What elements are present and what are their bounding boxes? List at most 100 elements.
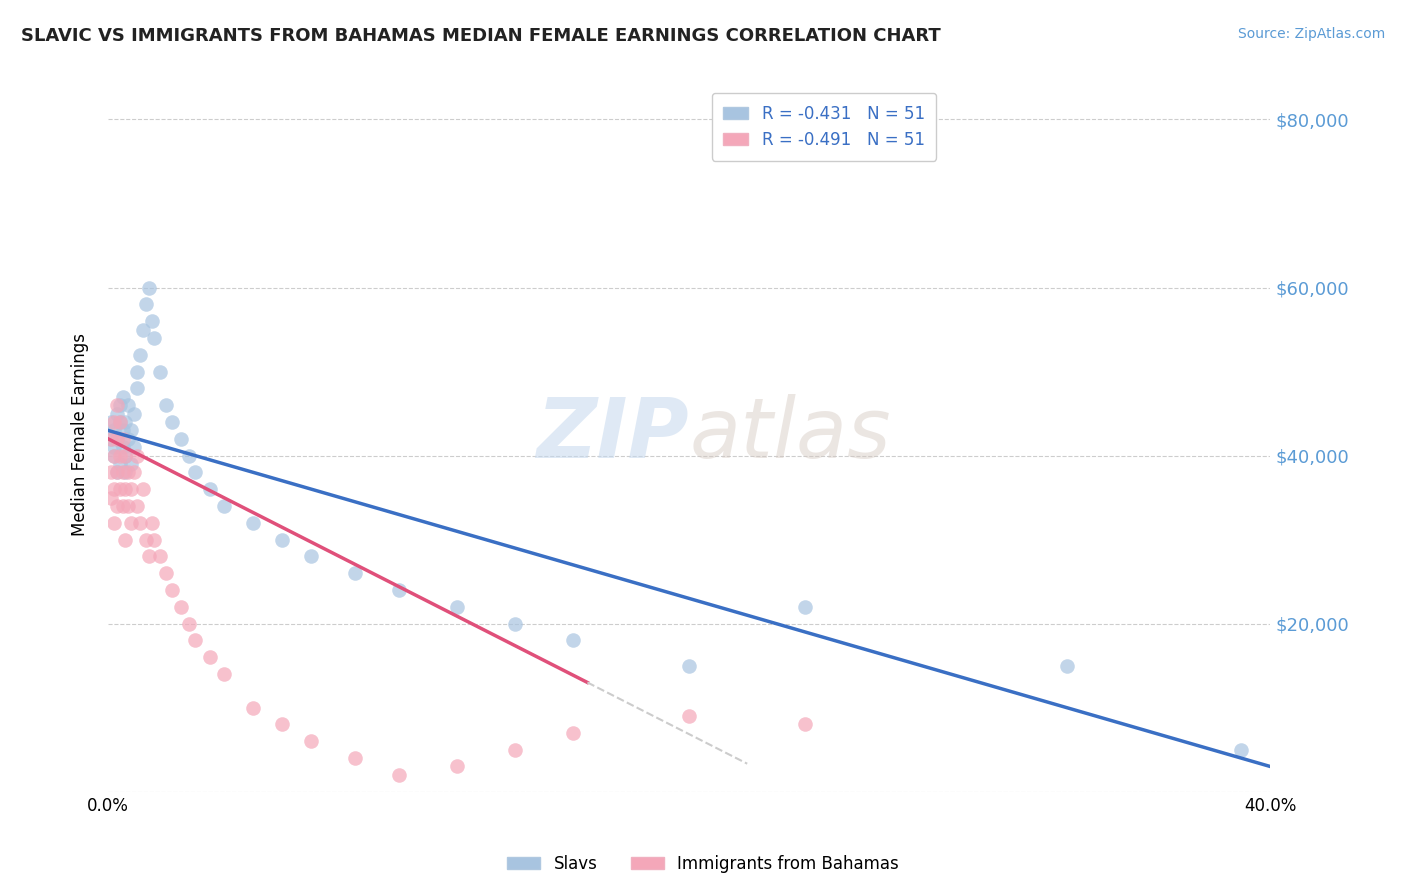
Point [125,365,148,379]
Point [103,482,125,496]
Point [103,440,125,454]
Point [125,381,148,395]
Point [114,415,136,429]
Text: ZIP: ZIP [537,394,689,475]
Point [155,566,177,581]
Point [125,499,148,513]
Point [503,616,526,631]
Point [794,599,817,614]
Point [108,457,131,471]
Point [446,599,468,614]
Point [120,457,142,471]
Point [129,516,152,530]
Point [105,466,128,480]
Point [169,432,191,446]
Point [114,482,136,496]
Text: Source: ZipAtlas.com: Source: ZipAtlas.com [1237,27,1385,41]
Point [103,423,125,437]
Point [141,516,163,530]
Point [105,407,128,421]
Point [100,491,122,505]
Legend: R = -0.431   N = 51, R = -0.491   N = 51: R = -0.431 N = 51, R = -0.491 N = 51 [711,93,936,161]
Point [135,297,157,311]
Point [143,533,166,547]
Point [794,717,817,731]
Point [103,415,125,429]
Point [184,633,207,648]
Point [561,633,583,648]
Point [138,280,160,294]
Point [343,566,366,581]
Point [141,314,163,328]
Point [117,499,139,513]
Point [198,482,221,496]
Point [114,449,136,463]
Point [160,415,183,429]
Point [120,516,142,530]
Point [242,700,264,714]
Point [100,432,122,446]
Text: SLAVIC VS IMMIGRANTS FROM BAHAMAS MEDIAN FEMALE EARNINGS CORRELATION CHART: SLAVIC VS IMMIGRANTS FROM BAHAMAS MEDIAN… [21,27,941,45]
Point [105,432,128,446]
Point [160,582,183,597]
Point [117,398,139,412]
Point [179,616,201,631]
Point [114,533,136,547]
Point [299,549,322,564]
Point [120,423,142,437]
Point [111,390,134,404]
Point [212,667,235,681]
Point [111,440,134,454]
Point [169,599,191,614]
Point [242,516,264,530]
Point [143,331,166,345]
Point [271,717,294,731]
Point [114,449,136,463]
Point [135,533,157,547]
Point [108,415,131,429]
Point [1230,742,1253,756]
Point [198,650,221,665]
Point [132,322,155,336]
Point [299,734,322,748]
Point [105,466,128,480]
Point [120,482,142,496]
Point [503,742,526,756]
Point [100,466,122,480]
Point [149,365,172,379]
Point [103,449,125,463]
Point [184,466,207,480]
Point [678,709,700,723]
Point [103,449,125,463]
Point [108,482,131,496]
Point [122,407,145,421]
Point [111,423,134,437]
Point [179,449,201,463]
Point [100,415,122,429]
Point [108,449,131,463]
Point [108,398,131,412]
Point [105,432,128,446]
Point [678,658,700,673]
Point [111,499,134,513]
Point [343,751,366,765]
Point [149,549,172,564]
Point [114,466,136,480]
Point [561,726,583,740]
Point [117,432,139,446]
Point [446,759,468,773]
Point [212,499,235,513]
Point [100,432,122,446]
Point [155,398,177,412]
Point [138,549,160,564]
Point [111,466,134,480]
Point [129,348,152,362]
Point [122,466,145,480]
Legend: Slavs, Immigrants from Bahamas: Slavs, Immigrants from Bahamas [501,848,905,880]
Point [387,768,409,782]
Point [387,582,409,597]
Point [108,415,131,429]
Point [111,432,134,446]
Point [1056,658,1078,673]
Point [105,499,128,513]
